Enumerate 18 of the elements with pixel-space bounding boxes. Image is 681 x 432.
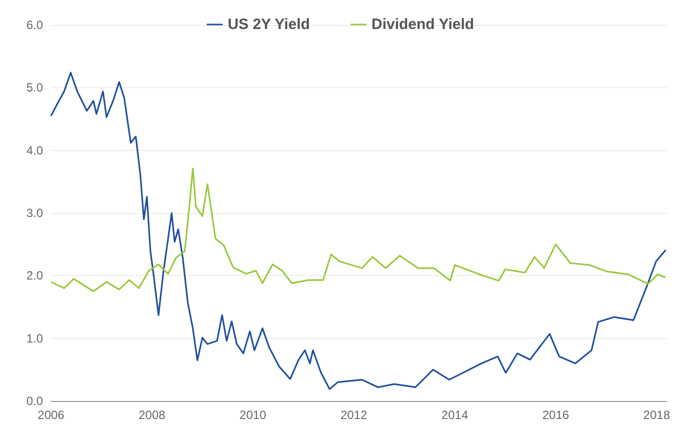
y-tick-label: 5.0 (26, 80, 44, 95)
x-tick-label: 2010 (240, 408, 267, 422)
y-tick-label: 2.0 (26, 268, 44, 283)
y-tick-label: 4.0 (26, 143, 44, 158)
x-tick-label: 2014 (441, 408, 468, 422)
y-tick-label: 0.0 (26, 394, 44, 408)
y-tick-label: 1.0 (26, 331, 44, 346)
line-series (50, 168, 667, 292)
x-tick-label: 2008 (138, 408, 166, 422)
line-series (50, 72, 667, 390)
x-tick-label: 2018 (643, 408, 670, 422)
x-tick-label: 2012 (340, 408, 368, 422)
y-tick-label: 6.0 (26, 18, 44, 32)
x-tick-label: 2006 (38, 408, 65, 422)
legend-label: Dividend Yield (372, 16, 474, 33)
x-tick-label: 2016 (542, 408, 570, 422)
legend-label: US 2Y Yield (228, 16, 310, 33)
y-tick-label: 3.0 (26, 206, 44, 220)
